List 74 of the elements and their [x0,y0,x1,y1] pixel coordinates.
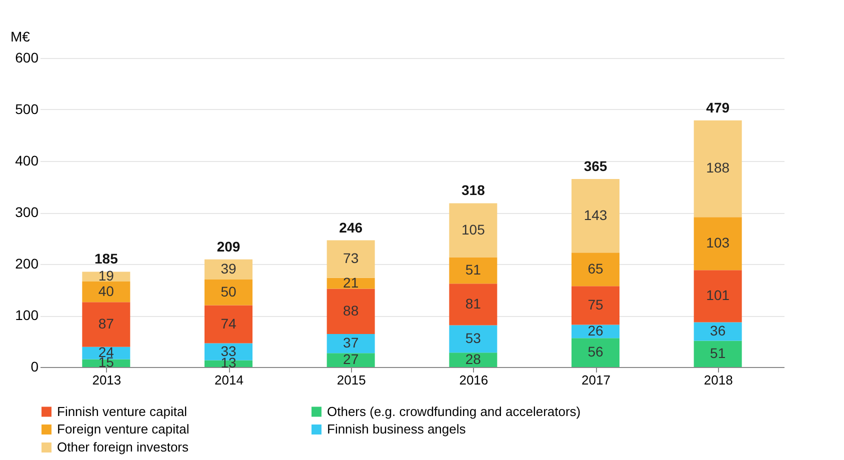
y-tick-label: 0 [30,358,39,374]
y-tick-label: 100 [15,307,39,323]
data-label: 56 [588,344,604,360]
data-label: 19 [98,268,114,284]
data-label: 51 [465,261,482,278]
bar [326,288,375,334]
total-label: 365 [584,158,608,174]
bar [326,240,375,278]
x-tick-label: 2014 [214,372,244,388]
data-label: 28 [465,350,482,367]
x-tick-label: 2015 [336,372,366,388]
bar [326,334,375,354]
data-label: 143 [584,206,608,223]
data-label: 37 [343,334,359,351]
total-label: 185 [94,250,118,267]
data-label: 73 [343,250,359,266]
bar [82,282,130,302]
legend-label: Foreign venture capital [57,422,190,436]
legend-label: Finnish venture capital [57,404,188,419]
total-label: 318 [461,182,486,198]
data-label: 101 [706,287,730,304]
bar [572,252,620,286]
bar [449,325,498,353]
data-label: 75 [588,296,604,312]
bar [572,338,620,367]
bar [694,120,742,218]
data-label: 87 [98,316,114,332]
x-tick-label: 2017 [582,372,610,388]
x-tick-label: 2018 [704,372,733,388]
y-axis-title: M€ [10,28,30,44]
y-tick-label: 500 [15,101,39,117]
data-label: 50 [220,283,236,300]
y-tick-label: 200 [15,256,39,272]
x-tick-label: 2013 [92,372,122,388]
data-label: 105 [461,221,486,238]
data-label: 39 [220,260,236,276]
data-label: 33 [220,342,236,359]
data-label: 26 [588,322,604,338]
data-label: 27 [343,351,359,368]
total-label: 246 [339,219,363,236]
data-label: 188 [706,160,730,176]
bar [694,340,742,367]
data-label: 81 [465,295,482,312]
data-label: 21 [343,274,359,290]
bar [449,257,498,284]
data-label: 40 [98,282,114,299]
total-label: 209 [216,238,240,254]
bar [694,217,742,270]
bar [82,302,130,347]
bar [449,284,498,326]
bar [449,203,498,258]
data-label: 53 [465,330,482,346]
legend-label: Finnish business angels [327,422,466,436]
bar [326,353,375,367]
data-label: 36 [710,322,726,338]
data-label: 88 [343,302,359,318]
y-tick-label: 400 [15,152,39,168]
legend-label: Other foreign investors [57,440,190,454]
total-label: 479 [706,99,730,116]
data-label: 103 [706,234,730,251]
data-label: 74 [220,315,236,332]
y-tick-label: 300 [15,204,39,220]
bar [204,279,252,306]
bar [694,322,742,341]
bar [572,179,620,253]
legend-label: Others (e.g. crowdfunding and accelerators) [327,404,581,419]
data-label: 65 [588,260,604,276]
bar [204,259,252,280]
y-tick-label: 600 [15,50,39,66]
data-label: 51 [710,344,726,361]
bar [204,305,252,344]
bar [572,286,620,325]
bar [694,270,742,322]
x-tick-label: 2016 [459,372,488,388]
